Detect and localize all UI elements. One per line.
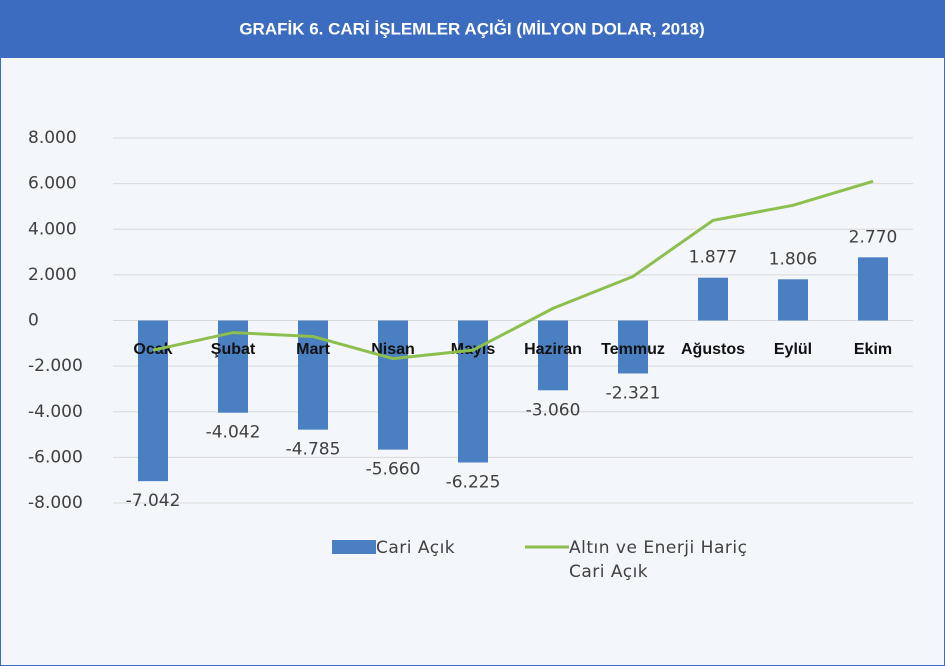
value-label: 1.806	[769, 249, 818, 269]
bar	[698, 277, 728, 321]
chart-title: GRAFİK 6. CARİ İŞLEMLER AÇIĞI (MİLYON DO…	[239, 19, 704, 38]
y-tick-label: -2.000	[28, 356, 83, 376]
value-label: -4.785	[286, 440, 341, 460]
bar	[858, 257, 888, 321]
x-tick-label: Ağustos	[681, 341, 745, 358]
legend-swatch	[332, 540, 376, 554]
y-tick-label: 4.000	[28, 219, 77, 239]
y-tick-label: -8.000	[28, 493, 83, 513]
y-tick-label: 8.000	[28, 128, 77, 148]
x-tick-label: Haziran	[524, 341, 582, 358]
legend-label: Altın ve Enerji Hariç Cari Açık	[569, 538, 748, 582]
bar	[778, 279, 808, 321]
y-tick-label: -6.000	[28, 447, 83, 467]
y-tick-label: 6.000	[28, 174, 77, 194]
value-label: -5.660	[366, 460, 421, 480]
x-tick-label: Ekim	[854, 341, 892, 358]
legend-label: Cari Açık	[376, 538, 456, 558]
value-label: 2.770	[849, 227, 898, 247]
legend-label-box: Altın ve Enerji Hariç Cari Açık	[569, 538, 748, 582]
value-label: -4.042	[206, 423, 261, 443]
line	[152, 179, 874, 361]
x-tick-label: Şubat	[211, 341, 256, 358]
x-tick-label: Temmuz	[601, 341, 665, 358]
bar	[618, 320, 648, 374]
bar	[378, 320, 408, 450]
y-tick-label: -4.000	[28, 402, 83, 422]
value-label: -7.042	[126, 491, 181, 511]
x-tick-label: Nisan	[371, 341, 415, 358]
x-tick-label: Mart	[296, 341, 330, 358]
value-label: -3.060	[526, 400, 581, 420]
y-tick-label: 0	[28, 311, 39, 331]
bar	[538, 320, 568, 391]
legend-label-box: Cari Açık	[376, 538, 456, 558]
x-tick-label: Eylül	[774, 341, 812, 358]
header-bar	[0, 0, 945, 58]
value-label: 1.877	[689, 248, 738, 268]
value-label: -2.321	[606, 383, 661, 403]
value-label: -6.225	[446, 473, 501, 493]
y-tick-label: 2.000	[28, 265, 77, 285]
